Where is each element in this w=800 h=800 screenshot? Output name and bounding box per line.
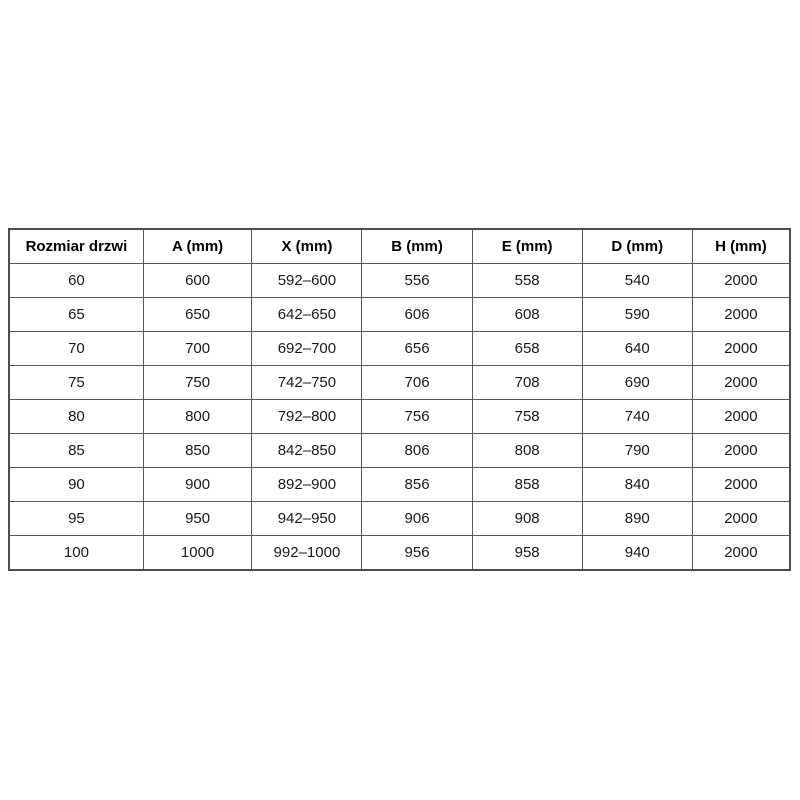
cell-a: 650 <box>142 297 253 332</box>
cell-d: 840 <box>581 467 693 502</box>
cell-b: 806 <box>361 433 473 468</box>
table-row: 65 650 642–650 606 608 590 2000 <box>8 297 791 332</box>
cell-e: 808 <box>471 433 583 468</box>
cell-e: 708 <box>471 365 583 400</box>
cell-size: 100 <box>8 535 144 571</box>
cell-h: 2000 <box>691 467 791 502</box>
table-row: 100 1000 992–1000 956 958 940 2000 <box>8 535 791 571</box>
cell-a: 750 <box>142 365 253 400</box>
cell-h: 2000 <box>691 399 791 434</box>
cell-a: 950 <box>142 501 253 536</box>
cell-a: 900 <box>142 467 253 502</box>
cell-x: 592–600 <box>251 263 363 298</box>
cell-d: 790 <box>581 433 693 468</box>
cell-x: 792–800 <box>251 399 363 434</box>
table-row: 95 950 942–950 906 908 890 2000 <box>8 501 791 536</box>
cell-b: 756 <box>361 399 473 434</box>
cell-e: 608 <box>471 297 583 332</box>
cell-x: 992–1000 <box>251 535 363 571</box>
cell-h: 2000 <box>691 433 791 468</box>
cell-size: 60 <box>8 263 144 298</box>
cell-h: 2000 <box>691 501 791 536</box>
cell-d: 540 <box>581 263 693 298</box>
header-x-mm: X (mm) <box>251 228 363 264</box>
header-d-mm: D (mm) <box>581 228 693 264</box>
cell-b: 956 <box>361 535 473 571</box>
cell-x: 742–750 <box>251 365 363 400</box>
cell-size: 90 <box>8 467 144 502</box>
table-row: 90 900 892–900 856 858 840 2000 <box>8 467 791 502</box>
cell-e: 958 <box>471 535 583 571</box>
cell-d: 690 <box>581 365 693 400</box>
header-a-mm: A (mm) <box>142 228 253 264</box>
cell-x: 942–950 <box>251 501 363 536</box>
cell-a: 800 <box>142 399 253 434</box>
cell-x: 642–650 <box>251 297 363 332</box>
cell-b: 656 <box>361 331 473 366</box>
table-header-row: Rozmiar drzwi A (mm) X (mm) B (mm) E (mm… <box>8 228 791 264</box>
cell-d: 940 <box>581 535 693 571</box>
cell-h: 2000 <box>691 365 791 400</box>
cell-b: 706 <box>361 365 473 400</box>
header-b-mm: B (mm) <box>361 228 473 264</box>
cell-b: 606 <box>361 297 473 332</box>
cell-a: 1000 <box>142 535 253 571</box>
cell-x: 842–850 <box>251 433 363 468</box>
cell-size: 70 <box>8 331 144 366</box>
cell-a: 700 <box>142 331 253 366</box>
cell-b: 906 <box>361 501 473 536</box>
cell-e: 858 <box>471 467 583 502</box>
cell-d: 890 <box>581 501 693 536</box>
cell-a: 850 <box>142 433 253 468</box>
cell-h: 2000 <box>691 297 791 332</box>
cell-size: 95 <box>8 501 144 536</box>
table-row: 60 600 592–600 556 558 540 2000 <box>8 263 791 298</box>
cell-e: 758 <box>471 399 583 434</box>
cell-h: 2000 <box>691 263 791 298</box>
header-h-mm: H (mm) <box>691 228 791 264</box>
door-dimensions-table: Rozmiar drzwi A (mm) X (mm) B (mm) E (mm… <box>8 228 791 571</box>
cell-e: 558 <box>471 263 583 298</box>
table-row: 85 850 842–850 806 808 790 2000 <box>8 433 791 468</box>
table-row: 75 750 742–750 706 708 690 2000 <box>8 365 791 400</box>
cell-d: 640 <box>581 331 693 366</box>
table-row: 80 800 792–800 756 758 740 2000 <box>8 399 791 434</box>
cell-h: 2000 <box>691 535 791 571</box>
cell-d: 590 <box>581 297 693 332</box>
cell-b: 556 <box>361 263 473 298</box>
cell-size: 80 <box>8 399 144 434</box>
cell-size: 85 <box>8 433 144 468</box>
cell-size: 65 <box>8 297 144 332</box>
cell-h: 2000 <box>691 331 791 366</box>
cell-size: 75 <box>8 365 144 400</box>
header-rozmiar-drzwi: Rozmiar drzwi <box>8 228 144 264</box>
cell-b: 856 <box>361 467 473 502</box>
cell-e: 908 <box>471 501 583 536</box>
cell-d: 740 <box>581 399 693 434</box>
table-row: 70 700 692–700 656 658 640 2000 <box>8 331 791 366</box>
cell-x: 692–700 <box>251 331 363 366</box>
cell-e: 658 <box>471 331 583 366</box>
cell-x: 892–900 <box>251 467 363 502</box>
header-e-mm: E (mm) <box>471 228 583 264</box>
cell-a: 600 <box>142 263 253 298</box>
